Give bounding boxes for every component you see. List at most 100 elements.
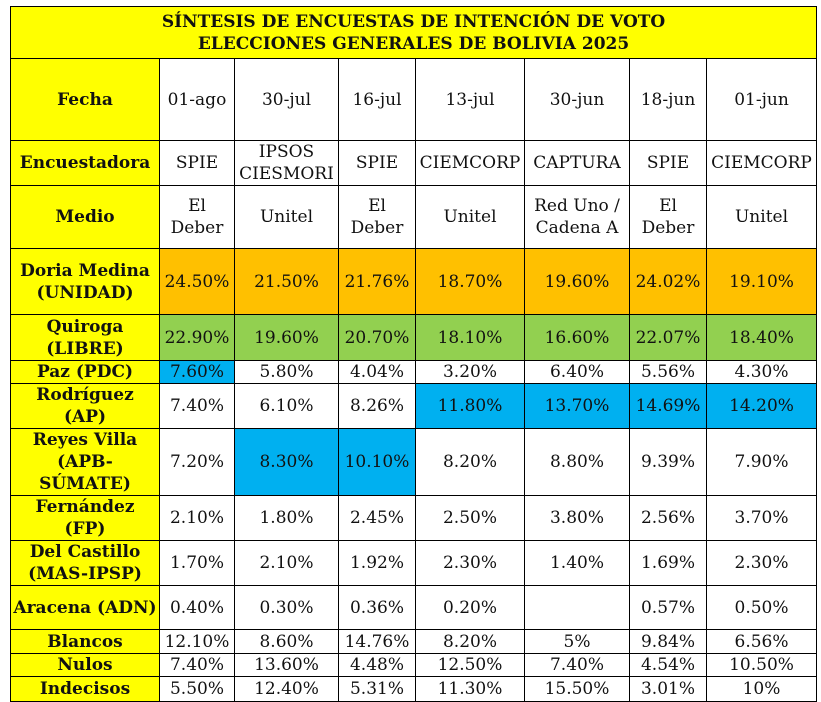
value-cell: 6.56% — [705, 629, 818, 654]
value-cell: 1.40% — [524, 540, 630, 586]
value-cell: 5.50% — [159, 676, 235, 702]
value-cell: 0.20% — [415, 585, 525, 630]
table-row: Del Castillo (MAS-IPSP) 1.70% 2.10% 1.92% 2.… — [10, 540, 818, 586]
table-row: Paz (PDC) 7.60% 5.80% 4.04% 3.20% 6.40% 5.56% 4… — [10, 360, 818, 384]
value-cell: 10% — [705, 676, 818, 702]
value-cell: 10.50% — [705, 653, 818, 677]
value-cell: 2.10% — [234, 540, 339, 586]
value-cell: 2.56% — [629, 495, 707, 541]
value-cell: 14.20% — [705, 383, 818, 429]
row-label: Encuestadora — [10, 140, 160, 186]
value-cell: 18.10% — [415, 314, 525, 361]
header-cell: SPIE — [338, 140, 416, 186]
value-cell: 8.60% — [234, 629, 339, 654]
value-cell: 0.30% — [234, 585, 339, 630]
value-cell: 12.50% — [415, 653, 525, 677]
value-cell: 1.80% — [234, 495, 339, 541]
value-cell: 8.30% — [234, 428, 339, 496]
table-row: Indecisos 5.50% 12.40% 5.31% 11.30% 15.50% 3.0… — [10, 676, 818, 702]
table-row: Doria Medina (UNIDAD) 24.50% 21.50% 21.76% 1… — [10, 248, 818, 315]
header-cell: 01-jun — [705, 58, 818, 141]
header-cell: Unitel — [705, 185, 818, 249]
value-cell: 0.50% — [705, 585, 818, 630]
value-cell: 13.70% — [524, 383, 630, 429]
value-cell: 18.70% — [415, 248, 525, 315]
header-row: Fecha 01-ago 30-jul 16-jul 13-jul 30-jun 18-ju… — [10, 58, 818, 141]
row-label: Del Castillo (MAS-IPSP) — [10, 540, 160, 586]
value-cell: 3.01% — [629, 676, 707, 702]
header-cell: 16-jul — [338, 58, 416, 141]
value-cell: 4.48% — [338, 653, 416, 677]
polls-table: SÍNTESIS DE ENCUESTAS DE INTENCIÓN DE VO… — [9, 6, 818, 702]
value-cell: 22.90% — [159, 314, 235, 361]
value-cell: 10.10% — [338, 428, 416, 496]
value-cell: 7.40% — [524, 653, 630, 677]
row-label: Quiroga (LIBRE) — [10, 314, 160, 361]
header-row: Medio El Deber Unitel El Deber Unitel Red Uno… — [10, 185, 818, 249]
value-cell: 14.69% — [629, 383, 707, 429]
value-cell: 21.76% — [338, 248, 416, 315]
header-cell: El Deber — [629, 185, 707, 249]
row-label: Doria Medina (UNIDAD) — [10, 248, 160, 315]
row-label: Reyes Villa (APB-SÚMATE) — [10, 428, 160, 496]
value-cell: 1.70% — [159, 540, 235, 586]
table-row: Fernández (FP) 2.10% 1.80% 2.45% 2.50% 3.80% 2… — [10, 495, 818, 541]
value-cell: 19.60% — [234, 314, 339, 361]
value-cell: 6.10% — [234, 383, 339, 429]
value-cell: 2.50% — [415, 495, 525, 541]
table-row: Nulos 7.40% 13.60% 4.48% 12.50% 7.40% 4.54% 10.… — [10, 653, 818, 677]
value-cell: 0.36% — [338, 585, 416, 630]
header-cell: CIEMCORP — [415, 140, 525, 186]
header-cell: Unitel — [415, 185, 525, 249]
value-cell: 7.60% — [159, 360, 235, 384]
header-row: Encuestadora SPIE IPSOS CIESMORI SPIE CIEMCO… — [10, 140, 818, 186]
value-cell: 16.60% — [524, 314, 630, 361]
value-cell: 4.54% — [629, 653, 707, 677]
value-cell: 1.69% — [629, 540, 707, 586]
value-cell: 2.10% — [159, 495, 235, 541]
value-cell: 6.40% — [524, 360, 630, 384]
header-cell: Unitel — [234, 185, 339, 249]
value-cell: 7.40% — [159, 653, 235, 677]
value-cell: 5.56% — [629, 360, 707, 384]
value-cell: 12.10% — [159, 629, 235, 654]
header-cell: CAPTURA — [524, 140, 630, 186]
table-row: Reyes Villa (APB-SÚMATE) 7.20% 8.30% 10.10%… — [10, 428, 818, 496]
row-label: Blancos — [10, 629, 160, 654]
value-cell: 14.76% — [338, 629, 416, 654]
header-cell: El Deber — [159, 185, 235, 249]
header-cell: IPSOS CIESMORI — [234, 140, 339, 186]
value-cell: 7.40% — [159, 383, 235, 429]
value-cell: 5% — [524, 629, 630, 654]
header-cell: SPIE — [159, 140, 235, 186]
value-cell: 3.70% — [705, 495, 818, 541]
value-cell: 2.30% — [705, 540, 818, 586]
row-label: Medio — [10, 185, 160, 249]
table-title: SÍNTESIS DE ENCUESTAS DE INTENCIÓN DE VO… — [9, 6, 818, 59]
title-line-1: SÍNTESIS DE ENCUESTAS DE INTENCIÓN DE VO… — [161, 11, 666, 32]
value-cell: 9.84% — [629, 629, 707, 654]
value-cell: 3.20% — [415, 360, 525, 384]
header-cell: 30-jun — [524, 58, 630, 141]
value-cell: 15.50% — [524, 676, 630, 702]
value-cell: 21.50% — [234, 248, 339, 315]
value-cell: 19.10% — [705, 248, 818, 315]
row-label: Aracena (ADN) — [10, 585, 160, 630]
header-cell: 18-jun — [629, 58, 707, 141]
value-cell: 2.45% — [338, 495, 416, 541]
value-cell: 4.04% — [338, 360, 416, 384]
value-cell: 19.60% — [524, 248, 630, 315]
value-cell: 9.39% — [629, 428, 707, 496]
value-cell: 8.20% — [415, 428, 525, 496]
header-cell: Red Uno / Cadena A — [524, 185, 630, 249]
value-cell: 13.60% — [234, 653, 339, 677]
row-label: Fecha — [10, 58, 160, 141]
value-cell: 8.80% — [524, 428, 630, 496]
value-cell: 2.30% — [415, 540, 525, 586]
value-cell: 4.30% — [705, 360, 818, 384]
value-cell: 12.40% — [234, 676, 339, 702]
table-row: Blancos 12.10% 8.60% 14.76% 8.20% 5% 9.84% 6.56… — [10, 629, 818, 654]
row-label: Rodríguez (AP) — [10, 383, 160, 429]
row-label: Fernández (FP) — [10, 495, 160, 541]
header-cell: SPIE — [629, 140, 707, 186]
